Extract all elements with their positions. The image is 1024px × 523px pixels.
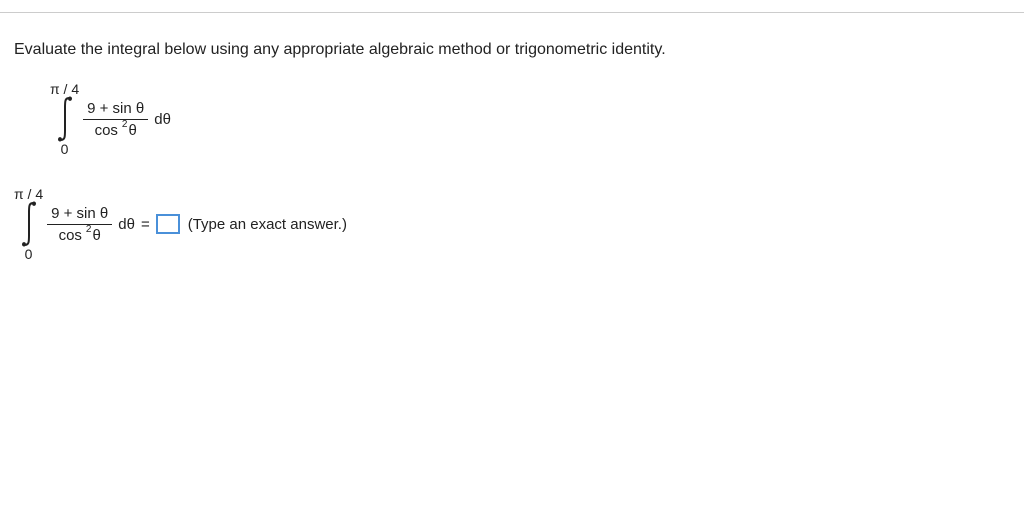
fraction: 9 + sin θ cos 2 θ [83, 100, 148, 139]
integral-sign-icon [20, 200, 38, 248]
numerator: 9 + sin θ [83, 100, 148, 119]
problem-prompt: Evaluate the integral below using any ap… [14, 41, 1010, 59]
denom-exponent: 2 [86, 224, 92, 235]
lower-limit: 0 [25, 247, 33, 261]
integral-display-answer: π / 4 0 9 + sin θ cos 2 θ [14, 187, 156, 261]
integral-display: π / 4 0 9 + sin θ cos 2 θ dθ [50, 82, 171, 156]
equals-sign: = [141, 216, 150, 233]
fraction: 9 + sin θ cos 2 θ [47, 205, 112, 244]
integral-symbol-group: π / 4 0 [14, 187, 43, 261]
denominator: cos 2 θ [91, 120, 141, 139]
lower-limit: 0 [61, 142, 69, 156]
answer-row: π / 4 0 9 + sin θ cos 2 θ [14, 187, 347, 261]
denom-base: cos [59, 227, 82, 244]
denominator: cos 2 θ [55, 225, 105, 244]
differential: dθ [118, 216, 135, 233]
denom-base: cos [95, 122, 118, 139]
denom-arg: θ [92, 227, 100, 244]
differential: dθ [154, 111, 171, 128]
numerator: 9 + sin θ [47, 205, 112, 224]
answer-hint: (Type an exact answer.) [188, 216, 347, 233]
problem-content: Evaluate the integral below using any ap… [0, 13, 1024, 261]
integral-sign-icon [56, 95, 74, 143]
denom-arg: θ [128, 122, 136, 139]
integral-symbol-group: π / 4 0 [50, 82, 79, 156]
denom-exponent: 2 [122, 119, 128, 130]
answer-input[interactable] [156, 214, 180, 234]
